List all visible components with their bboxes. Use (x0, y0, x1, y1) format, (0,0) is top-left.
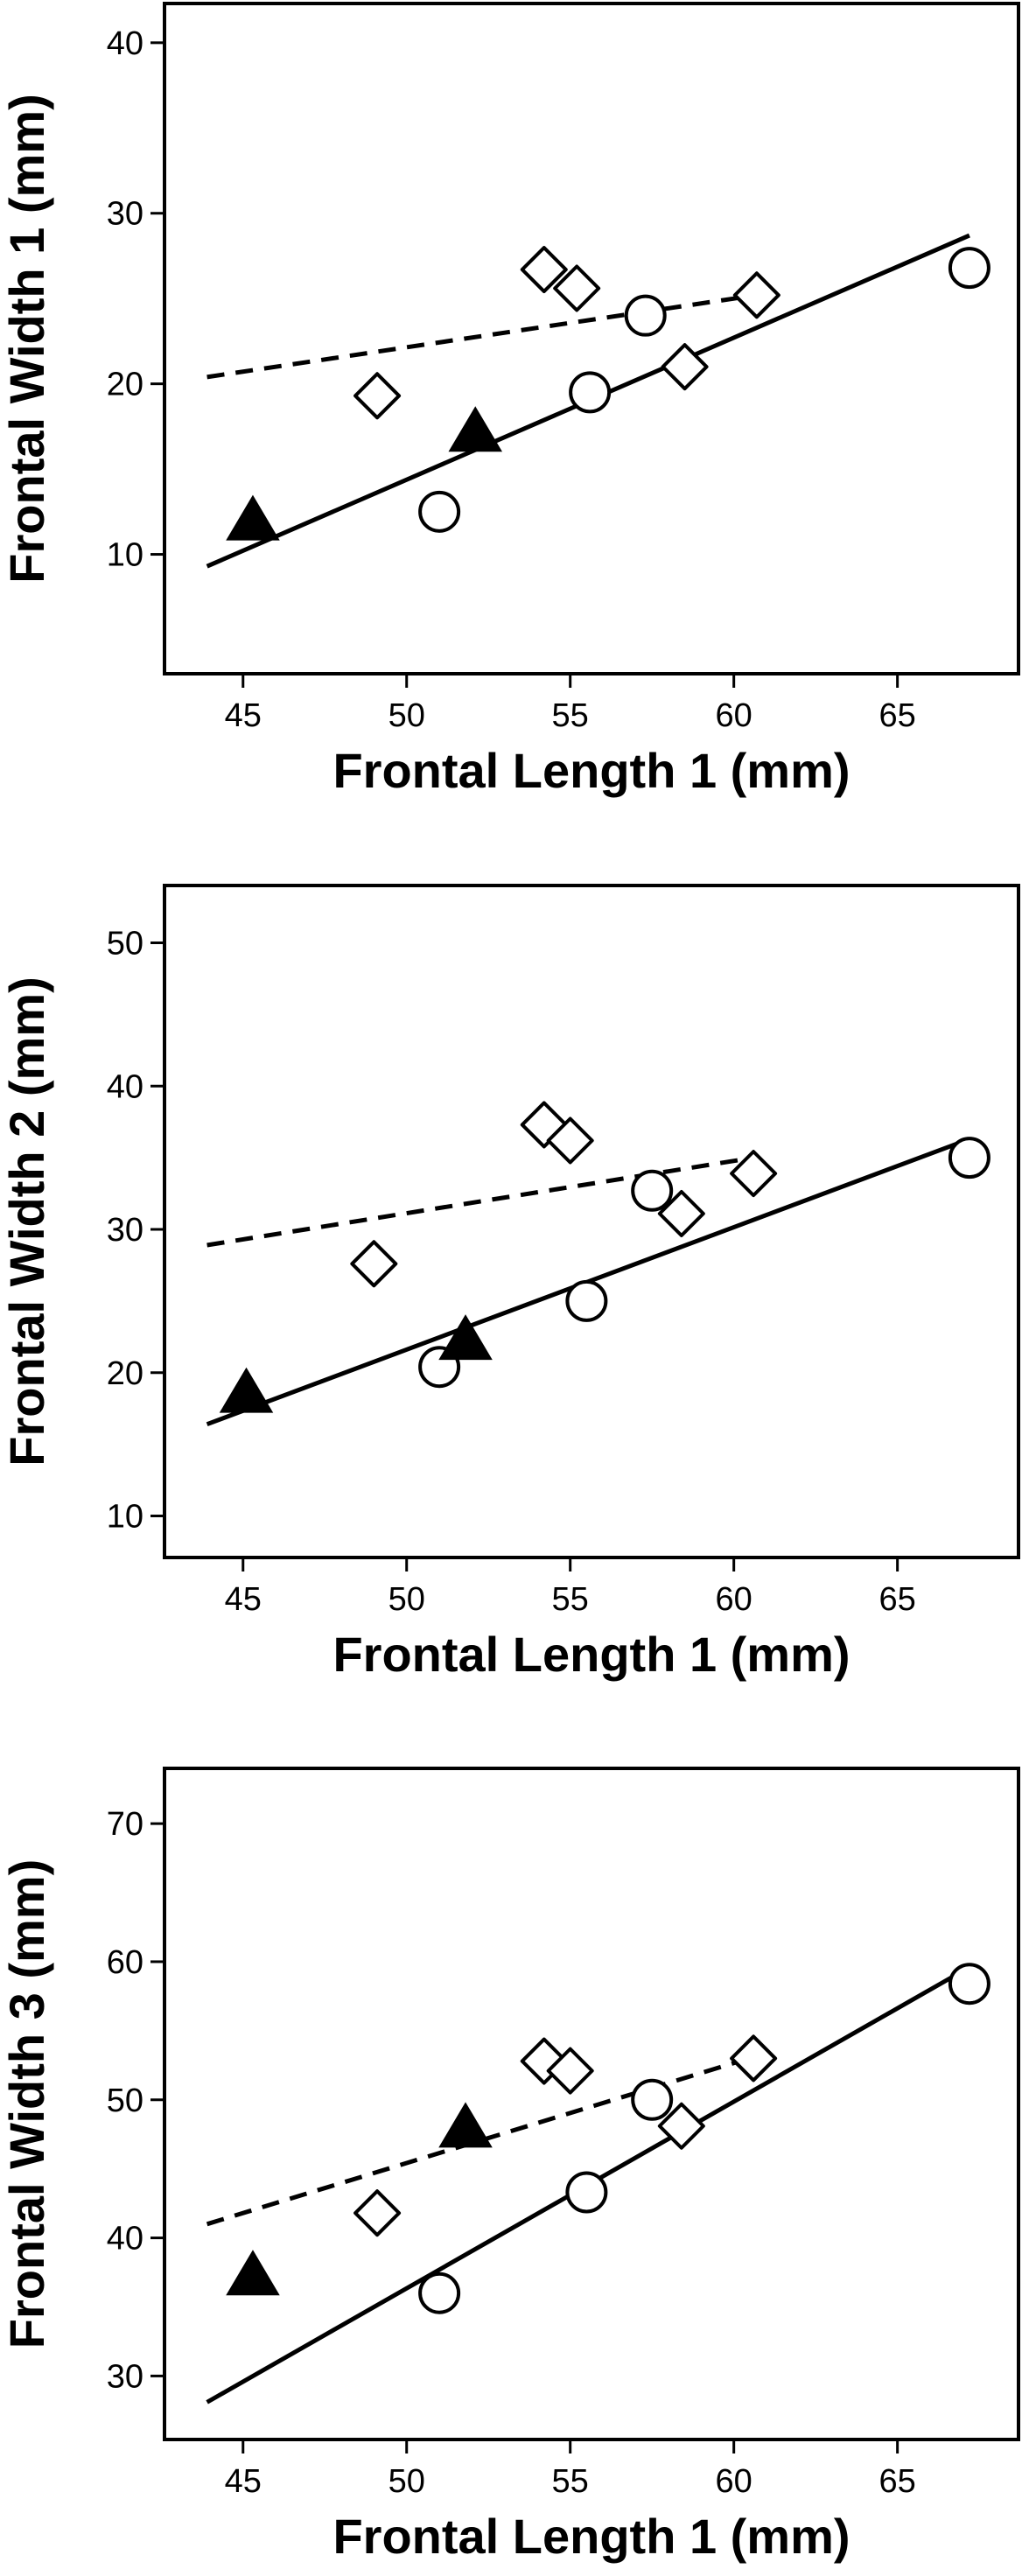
y-tick-label: 70 (107, 1806, 144, 1843)
circle-point (631, 1169, 674, 1212)
y-tick-label: 30 (107, 2358, 144, 2395)
y-tick-label: 40 (107, 25, 144, 62)
x-tick-label: 45 (225, 2463, 262, 2500)
x-tick-label: 50 (388, 1581, 425, 1618)
diamond-point (354, 372, 402, 420)
y-tick-label: 10 (107, 1499, 144, 1536)
y-tick-label: 40 (107, 1068, 144, 1105)
x-tick-label: 60 (716, 1581, 752, 1618)
circle-point (948, 1137, 990, 1180)
x-tick-label: 65 (878, 697, 915, 734)
x-tick-label: 65 (878, 2463, 915, 2500)
dashed-trend-line (206, 1155, 754, 1248)
y-axis-title: Frontal Width 1 (mm) (0, 94, 54, 583)
circle-point (418, 490, 461, 533)
triangle-point (438, 2102, 493, 2148)
circle-point (948, 247, 990, 290)
diamond-point (354, 2189, 402, 2237)
x-tick-label: 50 (388, 697, 425, 734)
plot-frame (163, 2, 1020, 676)
diamond-point (657, 2102, 705, 2150)
x-tick-label: 55 (552, 1581, 589, 1618)
chart-panel-2: 45 50 55 60 65 10 20 30 40 50 Frontal Length 1 (mm… (0, 884, 1020, 1682)
y-tick-label: 30 (107, 1212, 144, 1249)
diamond-point (520, 246, 568, 294)
circle-point (624, 294, 667, 337)
y-tick-label: 10 (107, 537, 144, 574)
x-tick-label: 45 (225, 697, 262, 734)
x-tick-label: 55 (552, 2463, 589, 2500)
circle-point (569, 371, 612, 414)
y-tick-label: 60 (107, 1944, 144, 1981)
triangle-point (226, 2250, 280, 2296)
triangle-point (438, 1314, 493, 1361)
diamond-point (730, 2034, 778, 2082)
y-tick-label: 30 (107, 196, 144, 233)
triangle-point (219, 1367, 274, 1413)
x-tick-label: 60 (716, 2463, 752, 2500)
x-tick-label: 45 (225, 1581, 262, 1618)
plot-frame (163, 1767, 1020, 2441)
chart-panel-1: 45 50 55 60 65 10 20 30 40 Frontal Length 1 (mm) F… (0, 2, 1020, 798)
x-tick-label: 65 (878, 1581, 915, 1618)
plot-frame (163, 884, 1020, 1559)
y-tick-label: 50 (107, 926, 144, 962)
y-tick-label: 20 (107, 367, 144, 403)
diamond-point (661, 343, 709, 391)
x-tick-label: 60 (716, 697, 752, 734)
diamond-point (732, 271, 780, 319)
diamond-point (730, 1150, 778, 1198)
circle-point (565, 1279, 608, 1322)
x-tick-label: 55 (552, 697, 589, 734)
chart-panel-3: 45 50 55 60 65 30 40 50 60 70 Frontal Length 1 (mm… (0, 1767, 1020, 2564)
y-tick-label: 20 (107, 1355, 144, 1392)
diamond-point (350, 1240, 398, 1288)
x-axis-title: Frontal Length 1 (mm) (332, 743, 850, 798)
triangle-point (226, 494, 280, 541)
circle-point (948, 1963, 990, 2006)
diamond-point (546, 2047, 594, 2095)
y-axis-title: Frontal Width 2 (mm) (0, 976, 54, 1466)
x-tick-label: 50 (388, 2463, 425, 2500)
triangle-point (448, 406, 503, 452)
y-tick-label: 40 (107, 2221, 144, 2258)
x-axis-title: Frontal Length 1 (mm) (332, 2509, 850, 2564)
diamond-point (553, 264, 601, 312)
y-tick-label: 50 (107, 2082, 144, 2119)
circle-point (631, 2078, 674, 2121)
y-axis-title: Frontal Width 3 (mm) (0, 1859, 54, 2348)
diamond-point (657, 1189, 705, 1237)
x-axis-title: Frontal Length 1 (mm) (332, 1627, 850, 1682)
diamond-point (546, 1116, 594, 1165)
circle-point (418, 2272, 461, 2314)
circle-point (565, 2171, 608, 2214)
